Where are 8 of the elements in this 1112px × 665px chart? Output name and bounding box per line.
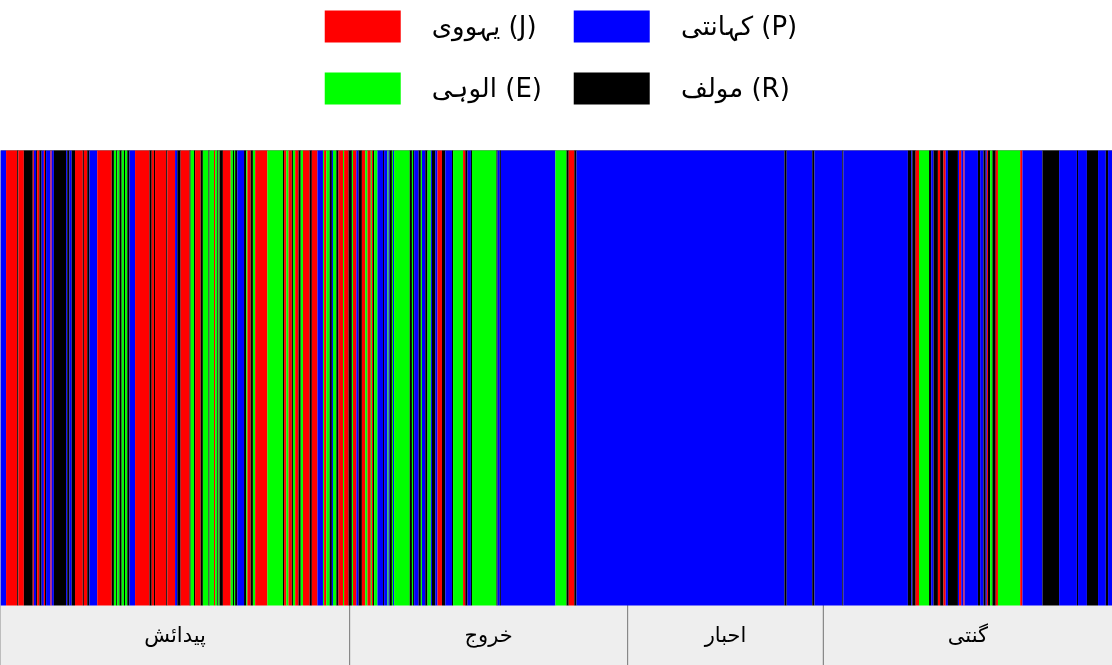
band-label: پیدائش — [144, 623, 207, 648]
band-label: احبار — [703, 623, 747, 648]
legend-label: یہووی (J) — [431, 10, 537, 44]
legend-label: کہانتی (P) — [680, 10, 798, 43]
band-label: خروج — [464, 623, 513, 649]
legend-label: الوہی (E) — [431, 72, 542, 106]
band-label: گنتی — [947, 623, 989, 648]
legend-label: مولف (R) — [680, 72, 790, 106]
